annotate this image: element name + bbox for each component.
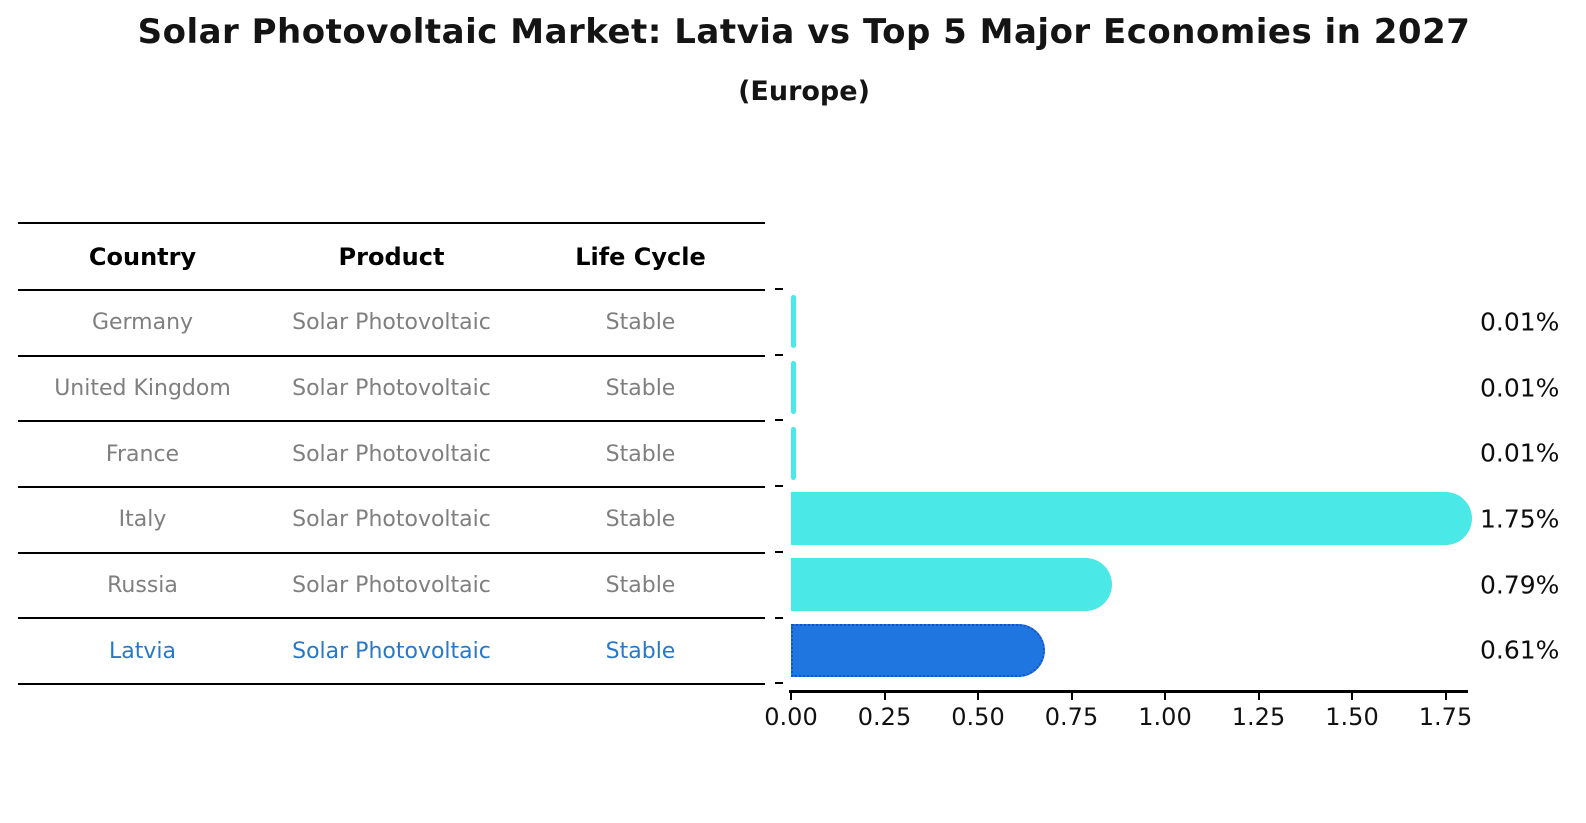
bar-latvia [791, 623, 1046, 677]
x-axis-tick [1257, 692, 1260, 700]
x-axis-line [789, 690, 1468, 693]
value-label-latvia: 0.61% [1480, 635, 1560, 665]
value-label-united-kingdom: 0.01% [1480, 373, 1560, 403]
bar-france [791, 426, 796, 480]
col-header-life-cycle: Life Cycle [575, 242, 706, 271]
x-tick-label: 1.50 [1325, 703, 1379, 731]
table-row-italy: Italy Solar Photovoltaic Stable [18, 488, 765, 554]
col-header-product: Product [338, 242, 445, 271]
cell-product: Solar Photovoltaic [292, 507, 491, 533]
x-axis-tick [1444, 692, 1447, 700]
value-label-france: 0.01% [1480, 438, 1560, 468]
x-tick-label: 0.25 [857, 703, 912, 731]
cell-product: Solar Photovoltaic [292, 441, 491, 467]
y-axis-tick [775, 419, 783, 422]
x-tick-label: 1.25 [1231, 703, 1286, 731]
table-row-united-kingdom: United Kingdom Solar Photovoltaic Stable [18, 357, 765, 423]
cell-life-cycle: Stable [605, 376, 676, 402]
table-row-france: France Solar Photovoltaic Stable [18, 422, 765, 489]
table-header-row: Country Product Life Cycle [18, 224, 765, 291]
cell-product: Solar Photovoltaic [292, 376, 491, 402]
x-axis-tick [1070, 692, 1073, 700]
cell-country: Germany [91, 310, 194, 336]
x-tick-label: 1.75 [1418, 703, 1473, 731]
x-axis-tick [977, 692, 979, 700]
bar-germany [791, 295, 796, 349]
col-header-country: Country [88, 242, 197, 271]
x-tick-label: 0.50 [951, 703, 1005, 731]
cell-life-cycle: Stable [605, 573, 676, 599]
x-tick-label: 0.75 [1044, 703, 1099, 731]
y-axis-tick [775, 353, 783, 356]
page-title: Solar Photovoltaic Market: Latvia vs Top… [137, 12, 1471, 52]
x-axis-tick [1351, 692, 1353, 700]
cell-life-cycle: Stable [605, 507, 676, 533]
value-label-germany: 0.01% [1480, 307, 1560, 337]
bar-united-kingdom [791, 361, 796, 415]
cell-life-cycle: Stable [605, 638, 676, 664]
country-table: Country Product Life Cycle Germany Solar… [18, 222, 765, 686]
y-axis-tick [775, 485, 783, 488]
cell-life-cycle: Stable [605, 441, 676, 467]
table-row-germany: Germany Solar Photovoltaic Stable [18, 291, 765, 357]
y-axis-tick [775, 616, 783, 619]
cell-life-cycle: Stable [605, 310, 676, 336]
cell-country: Italy [118, 507, 167, 533]
cell-country: France [105, 441, 180, 467]
bar-italy [791, 492, 1472, 546]
y-axis-tick [775, 682, 783, 685]
x-axis-tick [790, 692, 792, 700]
x-tick-label: 0.00 [764, 703, 818, 731]
y-axis-tick [775, 550, 783, 553]
value-label-russia: 0.79% [1480, 570, 1560, 600]
table-row-latvia: Latvia Solar Photovoltaic Stable [18, 619, 765, 686]
bar-russia [791, 558, 1113, 612]
cell-product: Solar Photovoltaic [292, 638, 491, 664]
x-axis-tick [883, 692, 886, 700]
value-label-italy: 1.75% [1480, 504, 1560, 534]
cell-product: Solar Photovoltaic [292, 310, 491, 336]
cell-country: Latvia [109, 638, 176, 664]
table-row-russia: Russia Solar Photovoltaic Stable [18, 554, 765, 620]
y-axis-tick [775, 288, 783, 290]
cell-country: Russia [107, 573, 178, 599]
cell-country: United Kingdom [54, 376, 231, 402]
x-axis-tick [1164, 692, 1166, 700]
page-subtitle: (Europe) [738, 76, 870, 107]
cell-product: Solar Photovoltaic [292, 573, 491, 599]
x-tick-label: 1.00 [1138, 703, 1192, 731]
